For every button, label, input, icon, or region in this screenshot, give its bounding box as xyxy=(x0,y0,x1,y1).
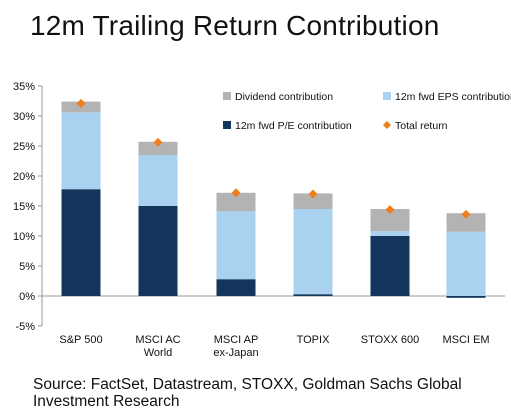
bar-eps-segment xyxy=(61,112,101,190)
bar-dividend-segment xyxy=(216,192,256,212)
bar-pe-segment xyxy=(293,294,333,296)
x-category-label: World xyxy=(144,347,173,359)
bar-eps-segment xyxy=(370,231,410,236)
bar-eps-segment xyxy=(216,211,256,280)
y-tick-label: 30% xyxy=(13,111,35,123)
legend-pe-swatch xyxy=(223,121,231,129)
y-tick-label: 25% xyxy=(13,141,35,153)
y-tick-label: 15% xyxy=(13,201,35,213)
bar-dividend-segment xyxy=(446,213,486,232)
bar-dividend-segment xyxy=(370,209,410,232)
total-return-marker xyxy=(385,205,395,215)
y-tick-label: 35% xyxy=(13,81,35,93)
bar-pe-segment xyxy=(370,236,410,296)
x-category-label: S&P 500 xyxy=(59,334,102,346)
legend-label: Dividend contribution xyxy=(235,91,333,103)
total-return-marker xyxy=(153,137,163,147)
total-return-marker xyxy=(308,189,318,199)
legend-label: 12m fwd P/E contribution xyxy=(235,120,352,132)
x-category-label: TOPIX xyxy=(297,334,330,346)
y-tick-label: -5% xyxy=(15,321,35,333)
x-category-label: MSCI EM xyxy=(442,334,489,346)
legend-dividend-swatch xyxy=(223,92,231,100)
x-category-label: MSCI AC xyxy=(135,334,180,346)
bar-eps-segment xyxy=(138,155,178,206)
stacked-bar-chart: -5% 0% 5% 10% 15% 20% 25% 30% 35% S&P 500 MSCI ACW… xyxy=(13,81,511,359)
bar-pe-segment xyxy=(446,296,486,298)
y-tick-label: 5% xyxy=(19,261,35,273)
legend-total-return-marker xyxy=(383,121,391,129)
y-tick-label: 20% xyxy=(13,171,35,183)
chart-title: 12m Trailing Return Contribution xyxy=(30,10,440,41)
x-category-label: STOXX 600 xyxy=(361,334,420,346)
legend-label: Total return xyxy=(395,120,448,132)
bar-pe-segment xyxy=(216,279,256,296)
legend-label: 12m fwd EPS contribution xyxy=(395,91,511,103)
total-return-marker xyxy=(231,188,241,198)
source-note: Source: FactSet, Datastream, STOXX, Gold… xyxy=(33,376,462,410)
bar-pe-segment xyxy=(61,189,101,296)
bar-dividend-segment xyxy=(293,193,333,209)
y-tick-label: 10% xyxy=(13,231,35,243)
total-return-marker xyxy=(76,98,86,108)
x-category-label: ex-Japan xyxy=(213,347,258,359)
bar-dividend-segment xyxy=(138,141,178,155)
bar-eps-segment xyxy=(293,209,333,295)
bar-eps-segment xyxy=(446,231,486,296)
total-return-marker xyxy=(461,209,471,219)
x-category-label: MSCI AP xyxy=(214,334,259,346)
legend-eps-swatch xyxy=(383,92,391,100)
bar-pe-segment xyxy=(138,206,178,296)
y-tick-label: 0% xyxy=(19,291,35,303)
